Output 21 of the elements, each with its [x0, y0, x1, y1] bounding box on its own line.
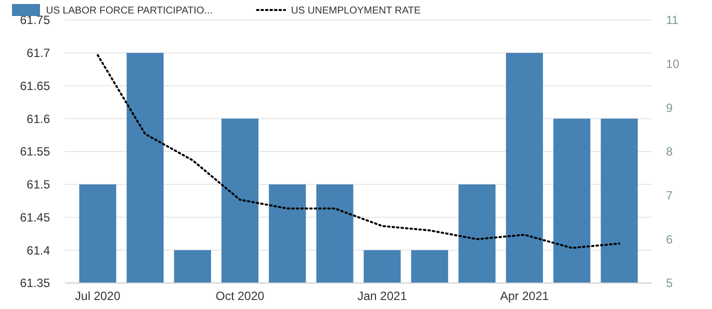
y-tick-label: 61.45 [20, 210, 50, 224]
x-tick-label: Jan 2021 [358, 289, 408, 303]
legend-label: US UNEMPLOYMENT RATE [291, 6, 421, 16]
y2-tick-label: 5 [666, 276, 673, 290]
y2-tick-label: 6 [666, 232, 673, 246]
y-tick-label: 61.7 [26, 46, 50, 60]
y-tick-label: 61.6 [26, 112, 50, 126]
y-tick-label: 61.65 [20, 78, 50, 93]
y-tick-label: 61.5 [26, 178, 50, 192]
y2-tick-label: 11 [666, 13, 679, 28]
line-series [96, 54, 620, 249]
y2-tick-label: 7 [666, 188, 673, 203]
y-tick-label: 61.4 [26, 243, 50, 258]
x-tick-label: Oct 2020 [216, 289, 265, 303]
y2-tick-label: 9 [666, 100, 673, 115]
x-tick-label: Jul 2020 [75, 289, 121, 303]
y-tick-label: 61.55 [20, 144, 50, 159]
y2-tick-label: 8 [666, 144, 673, 159]
y-tick-label: 61.35 [20, 276, 50, 290]
y2-tick-label: 10 [666, 57, 680, 72]
x-tick-label: Apr 2021 [500, 289, 550, 303]
